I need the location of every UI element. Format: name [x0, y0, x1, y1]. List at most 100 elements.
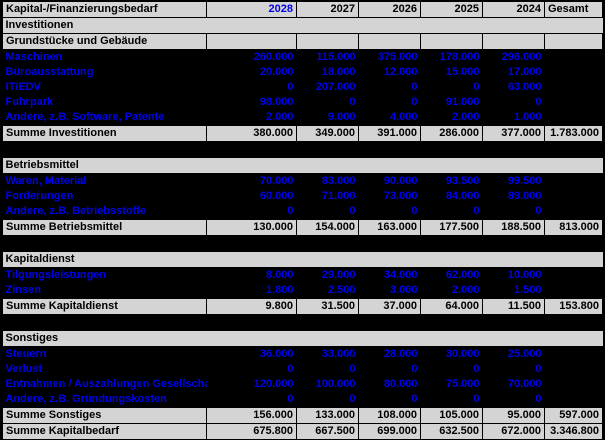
table-row-data: Maschinen 260.000 115.000 375.000 178.000 296…	[2, 49, 603, 65]
value-cell: 62.000	[420, 267, 483, 283]
section-label-cell: Investitionen	[2, 17, 603, 34]
table-row-data: Fuhrpark 98.000 0 0 91.000 0	[2, 95, 603, 110]
spacer-cell	[2, 141, 603, 158]
value-cell: 597.000	[544, 407, 603, 424]
row-label-cell: Grundstücke und Gebäude	[2, 33, 207, 50]
value-cell: 163.000	[358, 219, 421, 236]
value-cell: 83.000	[296, 173, 359, 189]
value-cell	[544, 189, 603, 204]
row-label-cell: IT/EDV	[2, 80, 207, 95]
value-cell: 130.000	[206, 219, 297, 236]
table-row-data: Andere, z.B. Software, Patente 2.000 9.000…	[2, 110, 603, 126]
value-cell: 2.000	[420, 283, 483, 299]
value-cell	[544, 283, 603, 299]
value-cell: 29.000	[296, 267, 359, 283]
value-cell: 115.000	[296, 49, 359, 65]
value-cell: 98.000	[206, 95, 297, 110]
value-cell: 64.000	[420, 298, 483, 315]
value-cell: 33.000	[296, 346, 359, 362]
value-cell: 34.000	[358, 267, 421, 283]
value-cell: 11.500	[482, 298, 545, 315]
value-cell: 100.000	[296, 377, 359, 392]
value-cell: 0	[420, 204, 483, 220]
value-cell: 1.800	[206, 283, 297, 299]
value-cell: 0	[358, 80, 421, 95]
table-row-blank	[2, 141, 603, 158]
table-row-data: Tilgungsleistungen 8.000 29.000 34.000 62.00…	[2, 267, 603, 283]
table-row-subheader: Grundstücke und Gebäude	[2, 33, 603, 50]
value-cell: 0	[296, 95, 359, 110]
value-cell: 699.000	[358, 423, 421, 440]
value-cell: 17.000	[482, 65, 545, 80]
row-label-cell: Entnahmen / Auszahlungen Gesellschafter	[2, 377, 207, 392]
table-row-sum: Summe Kapitaldienst 9.800 31.500 37.000 64.0…	[2, 298, 603, 315]
value-cell: 813.000	[544, 219, 603, 236]
value-cell: 2.000	[420, 110, 483, 126]
table-row-data: Forderungen 60.000 71.000 73.000 84.000 89.00…	[2, 189, 603, 204]
value-cell: 36.000	[206, 346, 297, 362]
value-cell: 260.000	[206, 49, 297, 65]
table-row-sum: Summe Investitionen 380.000 349.000 391.000…	[2, 125, 603, 142]
value-cell	[544, 33, 603, 50]
value-cell: 0	[296, 362, 359, 377]
value-cell: 675.800	[206, 423, 297, 440]
value-cell: 1.783.000	[544, 125, 603, 142]
value-cell: 120.000	[206, 377, 297, 392]
table-row-section: Kapitaldienst	[2, 251, 603, 268]
table-row-data: Zinsen 1.800 2.500 3.000 2.000 1.500	[2, 283, 603, 299]
column-header-2028: 2028	[206, 1, 297, 18]
value-cell	[544, 110, 603, 126]
value-cell	[206, 33, 297, 50]
spacer-cell	[2, 235, 603, 252]
value-cell: 391.000	[358, 125, 421, 142]
value-cell: 0	[296, 392, 359, 408]
column-header-2025: 2025	[420, 1, 483, 18]
value-cell: 133.000	[296, 407, 359, 424]
value-cell: 178.000	[420, 49, 483, 65]
value-cell: 0	[296, 204, 359, 220]
value-cell: 2.500	[296, 283, 359, 299]
column-header-2026: 2026	[358, 1, 421, 18]
value-cell	[544, 267, 603, 283]
value-cell: 18.000	[296, 65, 359, 80]
value-cell: 95.000	[482, 407, 545, 424]
row-label-cell: Summe Betriebsmittel	[2, 219, 207, 236]
value-cell: 154.000	[296, 219, 359, 236]
value-cell: 12.000	[358, 65, 421, 80]
value-cell: 0	[206, 204, 297, 220]
row-label-cell: Verlust	[2, 362, 207, 377]
row-label-cell: Summe Sonstiges	[2, 407, 207, 424]
row-label-cell: Zinsen	[2, 283, 207, 299]
table-row-sum: Summe Kapitalbedarf 675.800 667.500 699.000…	[2, 423, 603, 440]
column-header-2024: 2024	[482, 1, 545, 18]
table-row-data: Verlust 0 0 0 0 0	[2, 362, 603, 377]
table-row-data: Andere, z.B. Betriebsstoffe 0 0 0 0 0	[2, 204, 603, 220]
row-label-cell: Waren, Material	[2, 173, 207, 189]
column-header-gesamt: Gesamt	[544, 1, 603, 18]
value-cell: 188.500	[482, 219, 545, 236]
value-cell	[482, 33, 545, 50]
value-cell	[544, 204, 603, 220]
value-cell: 25.000	[482, 346, 545, 362]
value-cell: 0	[482, 362, 545, 377]
spacer-cell	[2, 314, 603, 331]
value-cell	[544, 362, 603, 377]
value-cell: 0	[206, 80, 297, 95]
value-cell: 10.000	[482, 267, 545, 283]
value-cell: 75.000	[420, 377, 483, 392]
value-cell: 380.000	[206, 125, 297, 142]
value-cell: 296.000	[482, 49, 545, 65]
row-label-cell: Summe Investitionen	[2, 125, 207, 142]
value-cell: 286.000	[420, 125, 483, 142]
value-cell: 667.500	[296, 423, 359, 440]
value-cell	[420, 33, 483, 50]
value-cell	[296, 33, 359, 50]
value-cell: 0	[206, 392, 297, 408]
table-title-cell: Kapital-/Finanzierungsbedarf	[2, 1, 207, 18]
value-cell: 90.000	[358, 173, 421, 189]
value-cell: 0	[482, 204, 545, 220]
row-label-cell: Forderungen	[2, 189, 207, 204]
value-cell: 3.346.800	[544, 423, 603, 440]
